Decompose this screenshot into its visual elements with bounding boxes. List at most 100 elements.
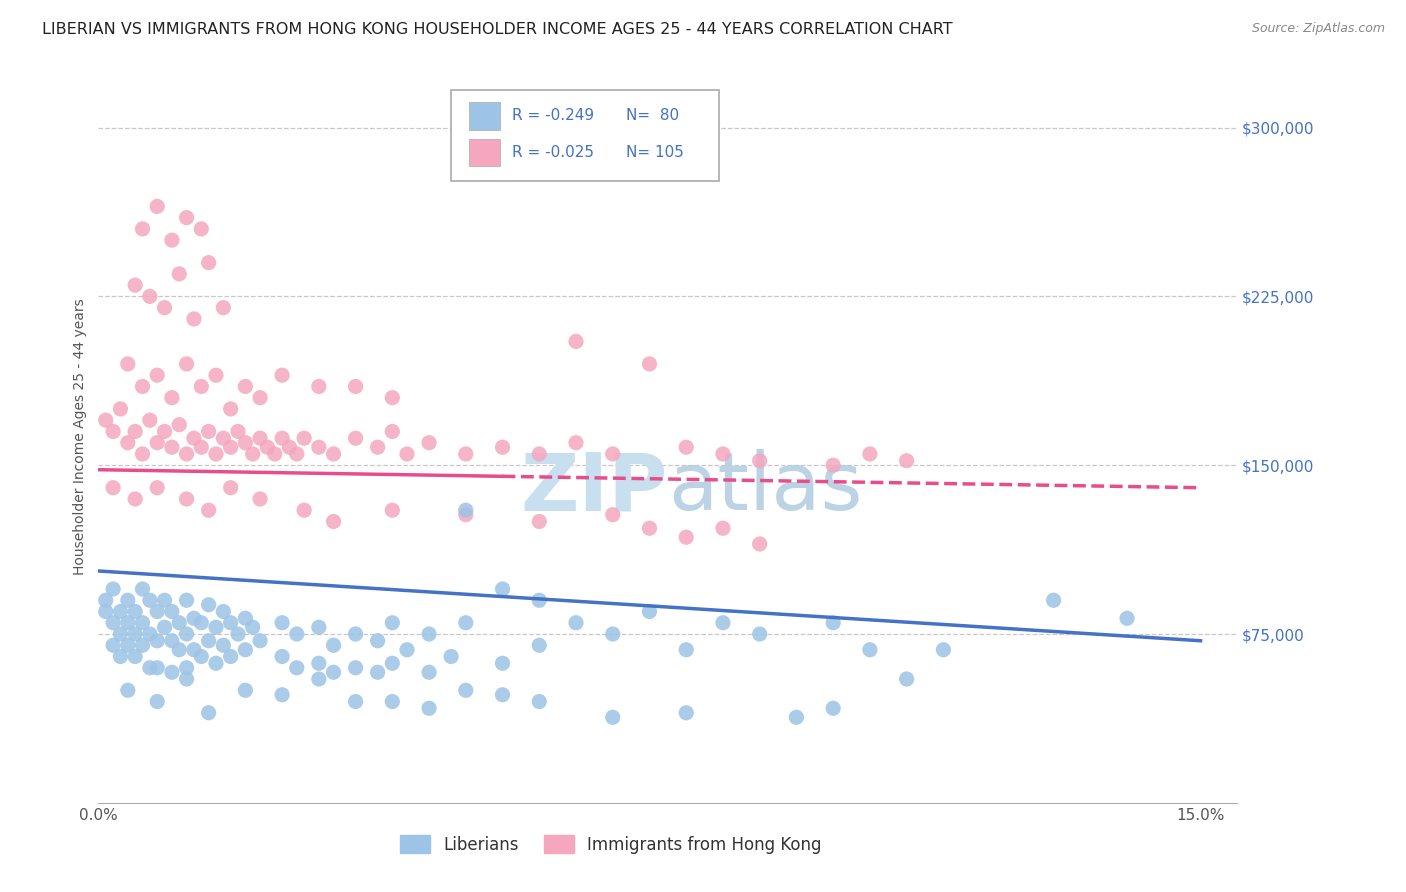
Point: [271, 688, 294, 702]
Point: [190, 222, 212, 236]
Point: [322, 447, 344, 461]
Point: [110, 627, 132, 641]
Point: [160, 605, 183, 619]
Point: [219, 649, 242, 664]
Point: [491, 688, 513, 702]
Point: [748, 453, 770, 467]
Point: [101, 481, 124, 495]
Point: [565, 615, 588, 630]
Point: [242, 620, 264, 634]
Point: [308, 672, 330, 686]
Point: [1042, 593, 1064, 607]
Point: [418, 435, 440, 450]
Point: [101, 425, 124, 439]
Point: [205, 620, 228, 634]
Point: [381, 657, 404, 671]
Point: [117, 435, 139, 450]
Point: [117, 638, 139, 652]
Point: [124, 278, 146, 293]
Point: [197, 633, 219, 648]
Point: [454, 508, 477, 522]
Point: [219, 440, 242, 454]
Point: [711, 615, 734, 630]
Point: [101, 638, 124, 652]
Point: [205, 657, 228, 671]
Point: [176, 672, 198, 686]
Point: [565, 435, 588, 450]
Point: [235, 379, 257, 393]
Point: [1116, 611, 1139, 625]
Point: [197, 598, 219, 612]
Point: [711, 521, 734, 535]
Point: [285, 447, 308, 461]
Point: [131, 638, 153, 652]
Point: [529, 694, 551, 708]
Text: R = -0.249: R = -0.249: [512, 109, 593, 123]
Point: [235, 642, 257, 657]
Point: [205, 447, 228, 461]
Point: [367, 665, 389, 680]
Point: [183, 431, 205, 445]
Point: [110, 649, 132, 664]
Point: [110, 401, 132, 416]
Point: [205, 368, 228, 383]
Point: [197, 503, 219, 517]
Point: [139, 627, 162, 641]
Point: [454, 503, 477, 517]
Point: [131, 615, 153, 630]
Point: [176, 211, 198, 225]
Point: [167, 417, 190, 432]
Point: [381, 425, 404, 439]
Point: [344, 694, 367, 708]
Point: [638, 357, 661, 371]
Point: [176, 357, 198, 371]
Point: [529, 638, 551, 652]
Point: [529, 447, 551, 461]
Point: [146, 435, 169, 450]
Legend: Liberians, Immigrants from Hong Kong: Liberians, Immigrants from Hong Kong: [394, 829, 828, 860]
Point: [167, 615, 190, 630]
Point: [146, 605, 169, 619]
Point: [139, 661, 162, 675]
Point: [381, 615, 404, 630]
Point: [344, 431, 367, 445]
Point: [285, 627, 308, 641]
Point: [271, 431, 294, 445]
Point: [139, 289, 162, 303]
Point: [219, 401, 242, 416]
Point: [675, 642, 697, 657]
Point: [491, 657, 513, 671]
Y-axis label: Householder Income Ages 25 - 44 years: Householder Income Ages 25 - 44 years: [73, 299, 87, 575]
Point: [249, 491, 271, 506]
Point: [491, 582, 513, 596]
Point: [212, 431, 235, 445]
Text: N=  80: N= 80: [626, 109, 679, 123]
Point: [602, 508, 624, 522]
Point: [748, 627, 770, 641]
Point: [785, 710, 807, 724]
Point: [219, 481, 242, 495]
Point: [110, 605, 132, 619]
Point: [896, 672, 918, 686]
Bar: [468, 102, 501, 130]
Point: [285, 661, 308, 675]
Point: [859, 642, 882, 657]
Text: atlas: atlas: [668, 450, 862, 527]
Point: [823, 458, 845, 473]
Point: [117, 615, 139, 630]
Point: [190, 615, 212, 630]
Point: [823, 701, 845, 715]
Point: [308, 440, 330, 454]
Point: [454, 683, 477, 698]
Point: [226, 627, 249, 641]
Point: [131, 379, 153, 393]
Text: Source: ZipAtlas.com: Source: ZipAtlas.com: [1251, 22, 1385, 36]
Point: [226, 425, 249, 439]
Point: [212, 301, 235, 315]
Point: [124, 425, 146, 439]
Point: [117, 593, 139, 607]
Point: [381, 391, 404, 405]
Point: [153, 425, 176, 439]
Point: [418, 701, 440, 715]
Point: [131, 447, 153, 461]
